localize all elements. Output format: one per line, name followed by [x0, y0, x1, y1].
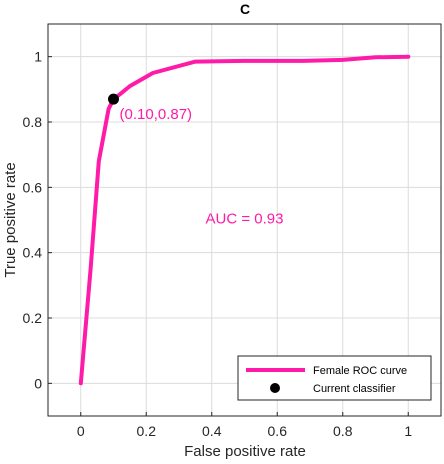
- x-tick-label: 1: [404, 423, 412, 439]
- annotation-layer: AUC = 0.93: [206, 210, 284, 227]
- current-classifier-label: (0.10,0.87): [120, 106, 193, 123]
- x-tick-label: 0.2: [137, 423, 157, 439]
- y-tick-label: 0.4: [23, 245, 43, 261]
- y-tick-label: 1: [34, 49, 42, 65]
- x-axis-label: False positive rate: [184, 443, 306, 460]
- x-tick-label: 0: [77, 423, 85, 439]
- legend-label-current-classifier: Current classifier: [313, 383, 396, 395]
- legend: Female ROC curve Current classifier: [237, 355, 432, 401]
- x-tick-label: 0.4: [202, 423, 222, 439]
- y-tick-label: 0.8: [23, 114, 43, 130]
- chart-title: C: [240, 1, 250, 17]
- plot-frame: [47, 23, 442, 417]
- legend-box: [237, 355, 432, 401]
- series-layer: [78, 54, 411, 386]
- legend-marker-current-classifier: [270, 383, 280, 393]
- x-tick-label: 0.6: [268, 423, 288, 439]
- y-axis-label: True positive rate: [2, 162, 19, 277]
- marker-layer: (0.10,0.87): [108, 93, 193, 123]
- current-classifier-point: [108, 93, 119, 105]
- auc-annotation: AUC = 0.93: [206, 210, 284, 227]
- x-tick-label: 0.8: [333, 423, 353, 439]
- y-tick-label: 0: [34, 375, 42, 391]
- legend-label-female-roc: Female ROC curve: [313, 365, 407, 377]
- roc-curve-line: [78, 54, 411, 386]
- y-tick-label: 0.2: [23, 310, 43, 326]
- axis-ticks: 0 0.2 0.4 0.6 0.8 1 0 0.2 0.4 0.6 0.8 1: [23, 49, 413, 439]
- grid-lines: [48, 24, 441, 416]
- y-tick-label: 0.6: [23, 179, 43, 195]
